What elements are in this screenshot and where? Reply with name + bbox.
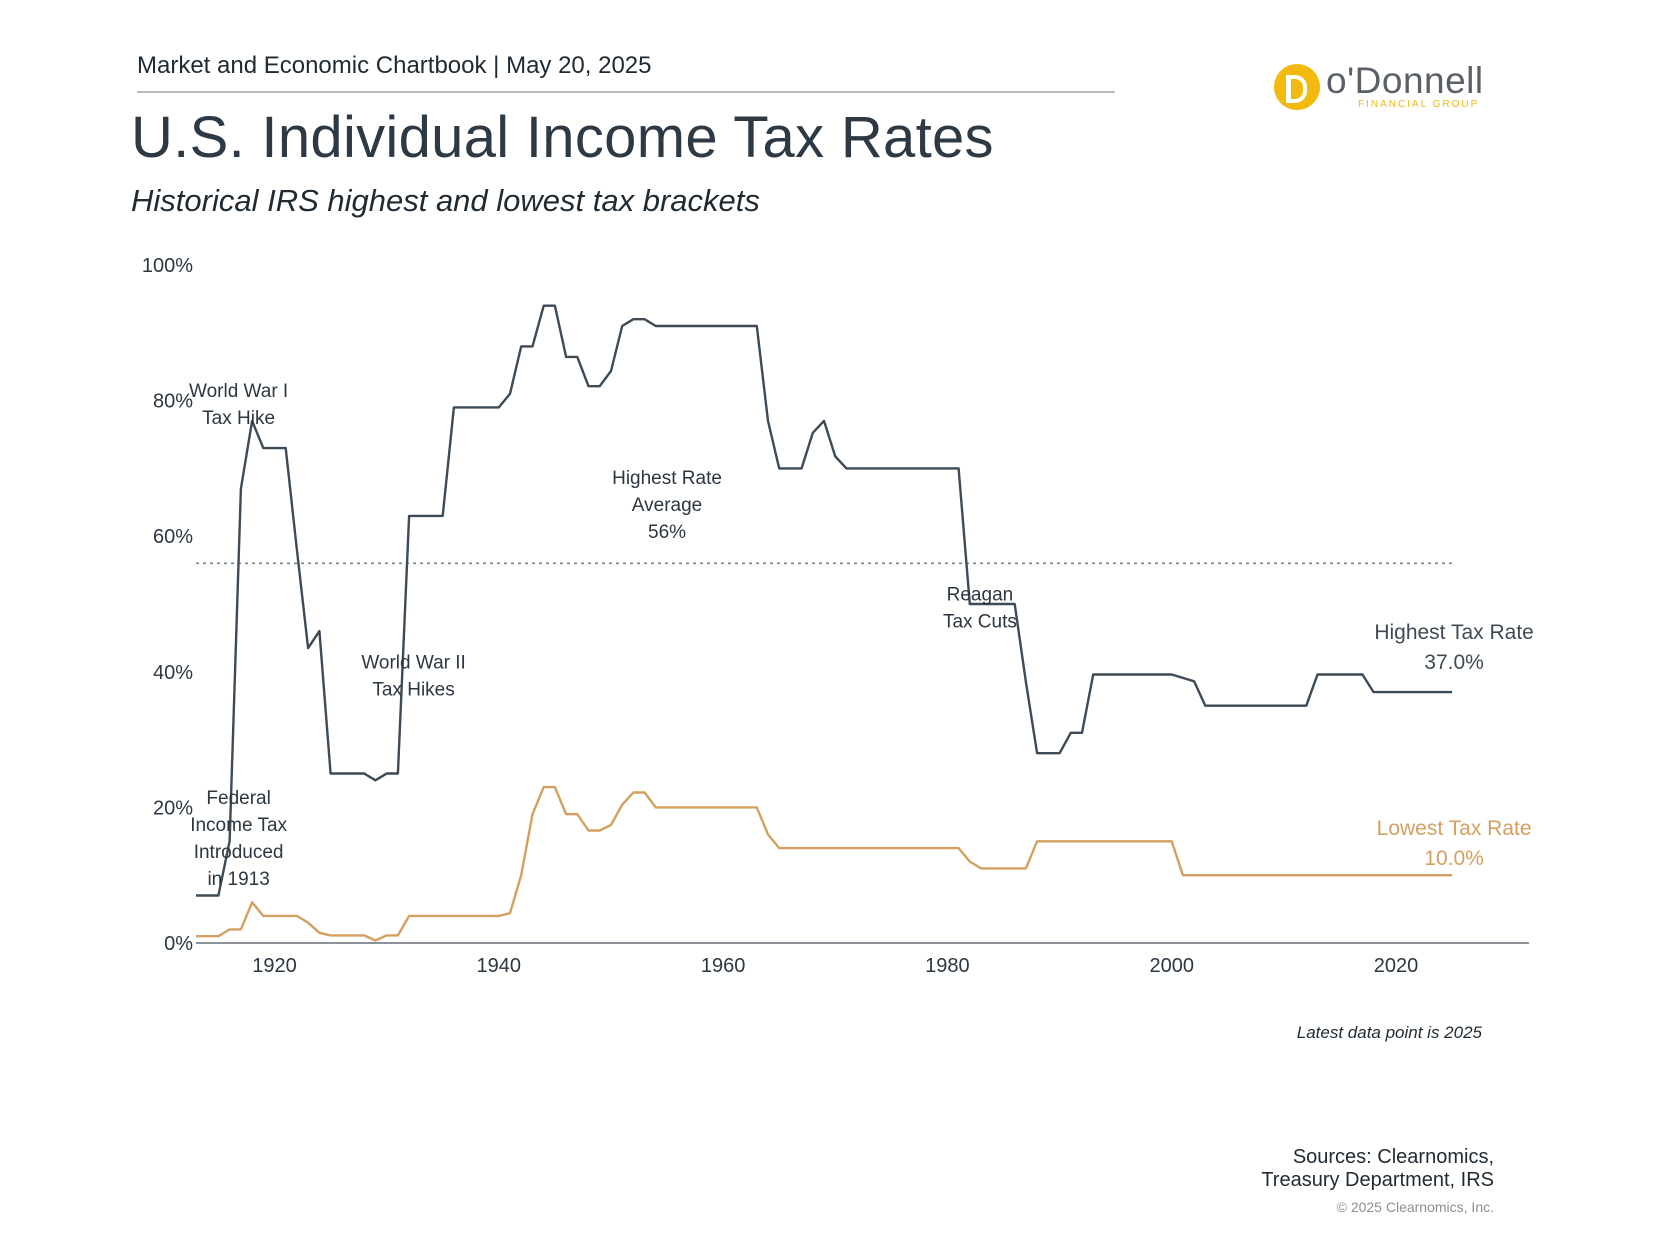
page-title: U.S. Individual Income Tax Rates (131, 105, 994, 170)
chart-annotation-line: Tax Hikes (372, 679, 454, 700)
chart-annotation-line: Tax Hike (202, 408, 275, 429)
lowest-rate-line (196, 785, 1453, 942)
lowest-rate-end-label: Lowest Tax Rate (1377, 817, 1532, 840)
y-tick-label: 80% (153, 391, 193, 413)
chart-annotation-line: Introduced (194, 842, 284, 863)
lowest-rate-end-value: 10.0% (1424, 847, 1484, 870)
chart-annotation-line: World War II (361, 652, 466, 673)
chart-annotation-line: World War I (189, 381, 288, 402)
y-tick-label: 60% (153, 526, 193, 548)
chartbook-header: Market and Economic Chartbook | May 20, … (137, 52, 652, 79)
x-tick-label: 1980 (925, 955, 970, 977)
chart-annotation-line: Reagan (947, 585, 1014, 606)
highest-rate-end-label: Highest Tax Rate (1374, 621, 1534, 644)
highest-rate-line (196, 304, 1453, 897)
y-tick-label: 100% (142, 255, 193, 277)
x-tick-label: 2000 (1149, 955, 1194, 977)
logo-tagline: FINANCIAL GROUP (1358, 99, 1480, 110)
x-tick-label: 1960 (701, 955, 746, 977)
copyright: © 2025 Clearnomics, Inc. (1336, 1199, 1494, 1215)
highest-rate-end-value: 37.0% (1424, 651, 1484, 674)
logo-mark-icon (1274, 64, 1320, 110)
x-tick-label: 2020 (1374, 955, 1419, 977)
chart-annotation-line: Tax Cuts (943, 612, 1017, 633)
y-tick-label: 0% (164, 933, 193, 955)
y-tick-label: 20% (153, 797, 193, 819)
average-label-line: Average (632, 495, 702, 516)
x-tick-label: 1920 (252, 955, 297, 977)
sources-block: Sources: Clearnomics, Treasury Departmen… (1261, 1146, 1494, 1192)
logo-wordmark: o'Donnell (1326, 60, 1484, 101)
chart-annotation-line: Income Tax (190, 815, 287, 836)
header-divider (137, 91, 1115, 93)
average-label-line: 56% (648, 522, 686, 543)
chart-annotation-line: in 1913 (207, 869, 269, 890)
page-subtitle: Historical IRS highest and lowest tax br… (131, 183, 760, 218)
average-label-line: Highest Rate (612, 468, 722, 489)
chart-annotation-line: Federal (206, 788, 270, 809)
y-tick-label: 40% (153, 662, 193, 684)
latest-data-note: Latest data point is 2025 (1296, 1023, 1482, 1042)
brand-logo: o'Donnell FINANCIAL GROUP (1274, 60, 1520, 116)
sources-line-2: Treasury Department, IRS (1261, 1169, 1494, 1191)
x-tick-label: 1940 (477, 955, 522, 977)
sources-line-1: Sources: Clearnomics, (1292, 1146, 1494, 1168)
